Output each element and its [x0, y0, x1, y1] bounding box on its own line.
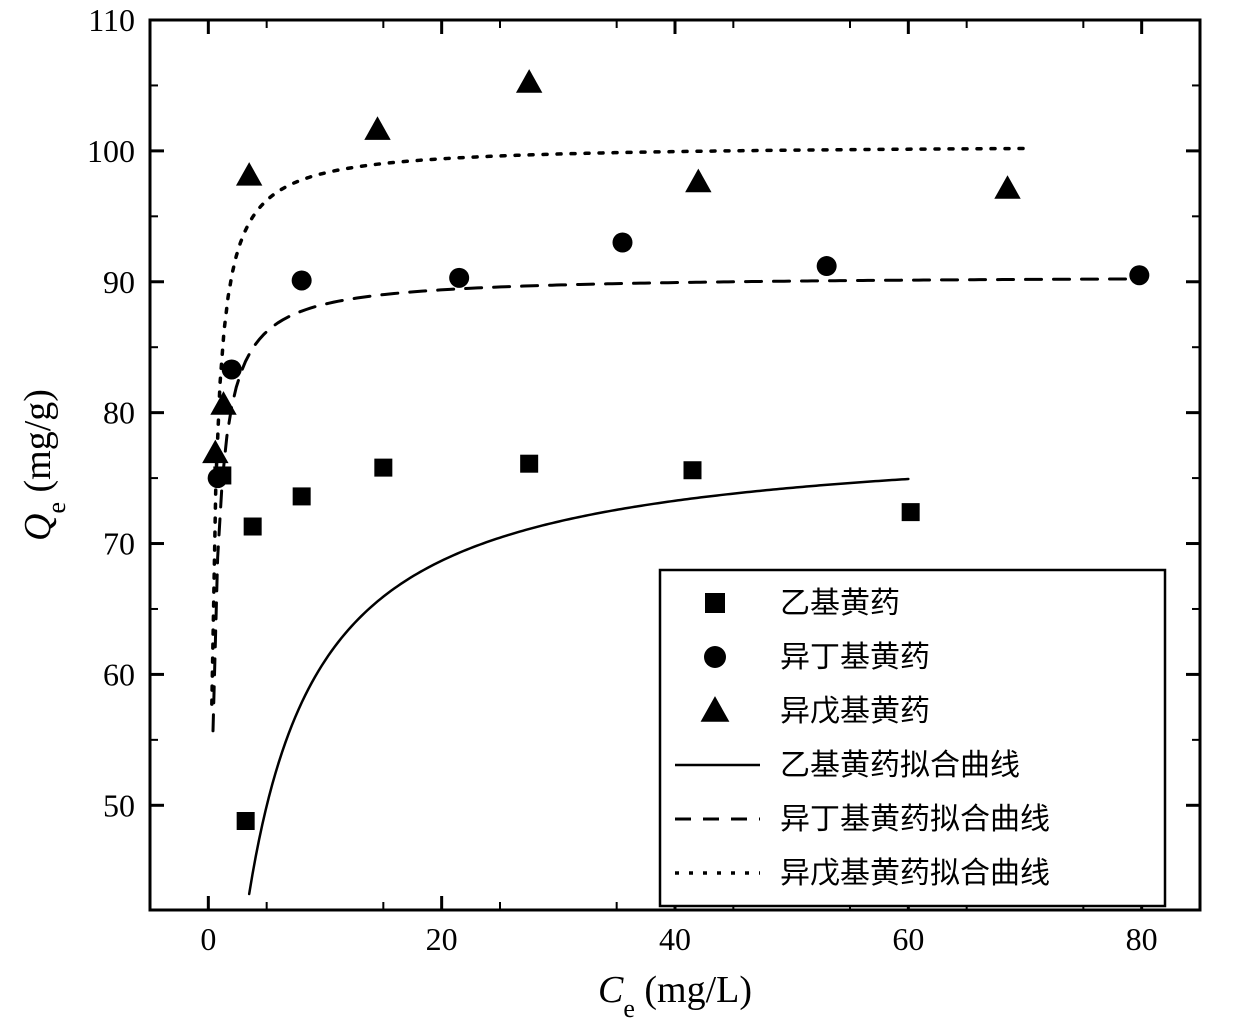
- svg-text:80: 80: [103, 395, 135, 431]
- legend-label-isoamyl: 异戊基黄药: [780, 695, 930, 728]
- svg-text:110: 110: [88, 2, 135, 38]
- svg-text:80: 80: [1126, 921, 1158, 957]
- svg-text:60: 60: [892, 921, 924, 957]
- legend-label-isobutyl: 异丁基黄药: [780, 641, 930, 674]
- svg-text:50: 50: [103, 787, 135, 823]
- legend-label-ethyl_fit: 乙基黄药拟合曲线: [780, 749, 1020, 782]
- svg-text:90: 90: [103, 264, 135, 300]
- scatter-chart: 0204060805060708090100110Ce (mg/L)Qe (mg…: [0, 0, 1240, 1027]
- legend-box: [660, 570, 1165, 906]
- chart-container: 0204060805060708090100110Ce (mg/L)Qe (mg…: [0, 0, 1240, 1027]
- legend-label-ethyl: 乙基黄药: [780, 587, 900, 620]
- svg-text:0: 0: [200, 921, 216, 957]
- svg-text:70: 70: [103, 526, 135, 562]
- svg-text:60: 60: [103, 656, 135, 692]
- legend-label-isoamyl_fit: 异戊基黄药拟合曲线: [780, 857, 1050, 890]
- svg-text:20: 20: [426, 921, 458, 957]
- legend-label-isobutyl_fit: 异丁基黄药拟合曲线: [780, 803, 1050, 836]
- svg-text:100: 100: [87, 133, 135, 169]
- svg-text:40: 40: [659, 921, 691, 957]
